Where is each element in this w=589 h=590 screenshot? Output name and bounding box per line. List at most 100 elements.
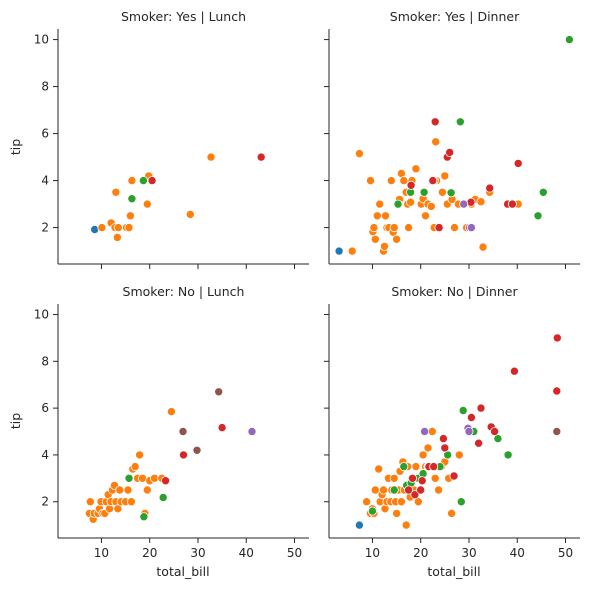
- x-tick-label: 50: [287, 546, 302, 560]
- data-point: [407, 473, 417, 483]
- data-point: [552, 386, 562, 396]
- data-point: [447, 508, 457, 518]
- data-point: [440, 443, 450, 453]
- data-point: [474, 438, 484, 448]
- data-point: [454, 450, 464, 460]
- data-point: [372, 211, 382, 221]
- data-point: [404, 485, 414, 495]
- data-point: [509, 366, 519, 376]
- data-point: [334, 246, 344, 256]
- data-point: [399, 462, 409, 472]
- data-point: [166, 407, 176, 417]
- data-point: [564, 35, 574, 45]
- data-point: [115, 485, 125, 495]
- x-tick-label: 50: [558, 546, 573, 560]
- panel-title: Smoker: Yes | Lunch: [121, 9, 246, 24]
- facet-panel: Smoker: No | Lunch 2 4 6 8 10 10 20 30 40 50: [34, 284, 309, 560]
- data-point: [217, 423, 227, 433]
- data-point: [369, 223, 379, 233]
- data-point: [476, 403, 486, 413]
- y-axis-label: tip: [8, 139, 23, 155]
- data-point: [138, 176, 148, 186]
- data-point: [111, 187, 121, 197]
- data-point: [370, 234, 380, 244]
- data-point: [347, 246, 357, 256]
- data-point: [478, 242, 488, 252]
- data-point: [430, 117, 440, 127]
- y-tick-label: 8: [41, 354, 49, 368]
- data-point: [113, 223, 123, 233]
- x-axis-label: total_bill: [427, 564, 480, 579]
- data-point: [449, 471, 459, 481]
- data-point: [417, 476, 427, 486]
- data-point: [430, 473, 440, 483]
- data-point: [396, 497, 406, 507]
- data-point: [434, 223, 444, 233]
- x-tick-label: 40: [510, 546, 525, 560]
- data-point: [178, 450, 188, 460]
- data-point: [437, 187, 447, 197]
- x-axis-label: total_bill: [156, 564, 209, 579]
- panel-title: Smoker: Yes | Dinner: [390, 9, 520, 24]
- data-point: [206, 152, 216, 162]
- data-point: [404, 223, 414, 233]
- data-point: [476, 197, 486, 207]
- data-point: [420, 211, 430, 221]
- data-point: [392, 508, 402, 518]
- data-point: [440, 171, 450, 181]
- data-point: [533, 211, 543, 221]
- data-point: [392, 234, 402, 244]
- data-point: [411, 462, 421, 472]
- x-tick-label: 40: [239, 546, 254, 560]
- data-point: [455, 117, 465, 127]
- data-point: [256, 152, 266, 162]
- data-point: [423, 443, 433, 453]
- data-point: [456, 497, 466, 507]
- data-point: [214, 387, 224, 397]
- data-point: [185, 209, 195, 219]
- data-point: [446, 188, 456, 198]
- data-point: [380, 211, 390, 221]
- y-axis-label: tip: [8, 413, 23, 429]
- y-tick-label: 8: [41, 80, 49, 94]
- y-tick-label: 4: [41, 174, 49, 188]
- data-point: [418, 450, 428, 460]
- data-point: [538, 187, 548, 197]
- data-point: [393, 199, 403, 209]
- data-point: [379, 241, 389, 251]
- data-point: [127, 176, 137, 186]
- x-tick-label: 30: [190, 546, 205, 560]
- data-point: [464, 426, 474, 436]
- data-point: [124, 473, 134, 483]
- data-point: [438, 434, 448, 444]
- y-tick-label: 6: [41, 127, 49, 141]
- data-point: [419, 187, 429, 197]
- data-point: [389, 485, 399, 495]
- data-point: [378, 485, 388, 495]
- data-point: [406, 197, 416, 207]
- data-point: [458, 405, 468, 415]
- x-tick-label: 10: [365, 546, 380, 560]
- data-point: [399, 176, 409, 186]
- data-point: [178, 426, 188, 436]
- data-point: [513, 158, 523, 168]
- data-point: [427, 426, 437, 436]
- data-point: [420, 426, 430, 436]
- y-tick-label: 2: [41, 221, 49, 235]
- x-tick-label: 30: [461, 546, 476, 560]
- data-point: [401, 520, 411, 530]
- data-point: [466, 412, 476, 422]
- facet-panel: Smoker: Yes | Lunch 2 4 6 8 10: [34, 9, 309, 269]
- facet-panel: Smoker: No | Dinner 10 20 30 40 50: [324, 284, 580, 560]
- data-point: [485, 183, 495, 193]
- data-point: [503, 450, 513, 460]
- data-point: [410, 490, 420, 500]
- data-point: [247, 426, 257, 436]
- data-point: [142, 199, 152, 209]
- data-point: [97, 223, 107, 233]
- data-point: [445, 147, 455, 157]
- data-point: [411, 164, 421, 174]
- y-tick-label: 2: [41, 495, 49, 509]
- data-point: [389, 473, 399, 483]
